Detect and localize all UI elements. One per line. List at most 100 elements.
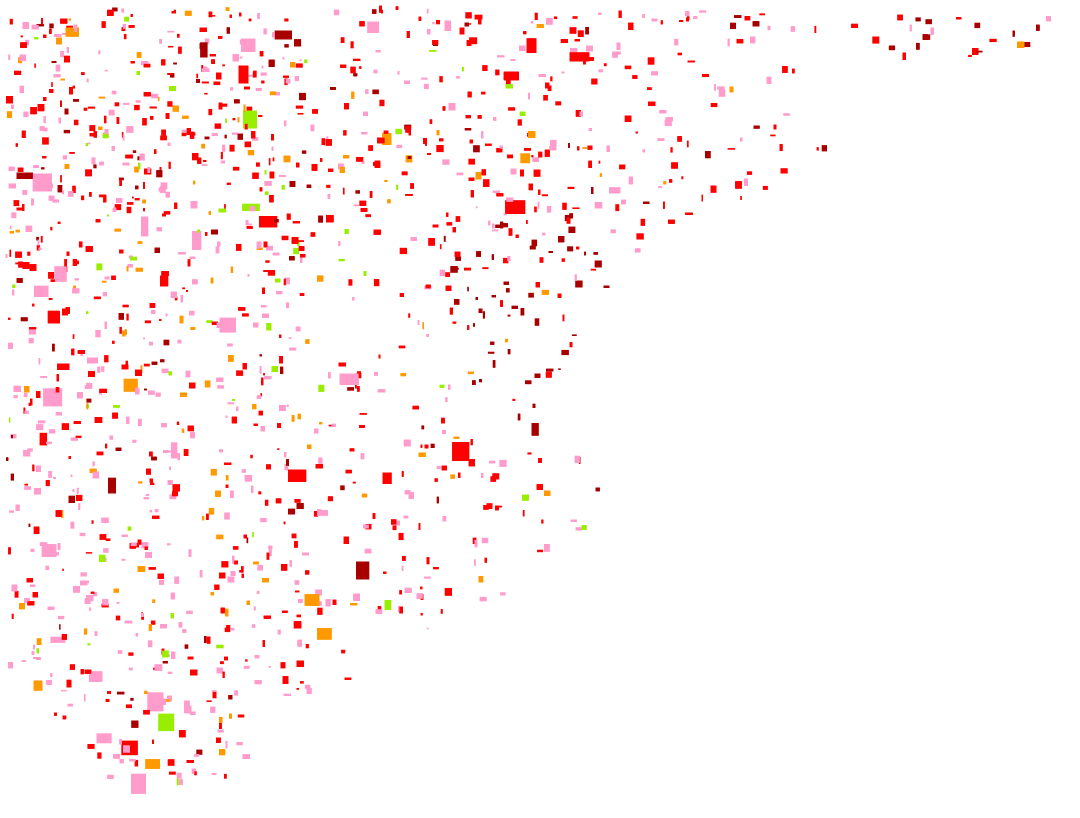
parcel-red xyxy=(328,424,334,427)
parcel-dark-red xyxy=(16,278,23,283)
parcel-red xyxy=(277,448,280,450)
parcel-red xyxy=(256,162,260,167)
parcel-red xyxy=(531,155,534,158)
parcel-pink xyxy=(714,84,716,91)
parcel-red xyxy=(238,65,249,84)
parcel-pink xyxy=(499,145,503,149)
parcel-red xyxy=(536,484,543,490)
parcel-dark-red xyxy=(974,22,981,29)
parcel-pink xyxy=(80,580,88,586)
parcel-red xyxy=(212,690,217,699)
parcel-pink xyxy=(352,297,355,301)
parcel-red xyxy=(507,154,513,159)
parcel-red xyxy=(65,307,70,314)
parcel-pink xyxy=(156,227,162,232)
parcel-pink xyxy=(284,452,287,458)
parcel-red xyxy=(281,235,289,241)
parcel-red xyxy=(432,224,439,228)
parcel-dark-red xyxy=(237,133,243,140)
parcel-red xyxy=(577,30,584,37)
parcel-pink xyxy=(750,36,756,44)
parcel-red xyxy=(199,27,207,32)
parcel-red xyxy=(508,107,516,111)
parcel-pink xyxy=(766,76,772,84)
parcel-pink xyxy=(282,57,285,60)
parcel-red xyxy=(105,699,110,702)
parcel-pink xyxy=(417,320,420,325)
parcel-pink xyxy=(503,213,507,216)
parcel-red xyxy=(483,505,489,510)
parcel-dark-red xyxy=(529,245,536,250)
parcel-pink xyxy=(302,552,309,556)
parcel-dark-red xyxy=(170,73,175,78)
parcel-red xyxy=(851,23,858,28)
parcel-pink xyxy=(219,317,236,333)
parcel-red xyxy=(246,226,253,229)
parcel-red xyxy=(553,16,558,20)
parcel-pink xyxy=(11,584,18,592)
parcel-pink xyxy=(318,457,323,464)
parcel-orange xyxy=(61,510,64,518)
parcel-pink xyxy=(448,384,451,390)
parcel-pink xyxy=(34,488,41,495)
parcel-red xyxy=(681,176,684,180)
parcel-pink xyxy=(272,252,280,256)
parcel-red xyxy=(636,233,644,240)
parcel-pink xyxy=(230,571,236,576)
parcel-dark-red xyxy=(430,443,435,448)
parcel-red xyxy=(73,119,79,126)
parcel-pink xyxy=(255,88,262,91)
parcel-pink xyxy=(151,93,159,99)
parcel-pink xyxy=(32,173,52,192)
parcel-red xyxy=(130,61,135,64)
parcel-red xyxy=(291,533,297,539)
parcel-pink xyxy=(145,494,150,496)
parcel-pink xyxy=(143,497,149,500)
parcel-lime xyxy=(318,384,325,392)
parcel-red xyxy=(266,552,270,560)
parcel-red xyxy=(258,491,262,495)
parcel-pink xyxy=(227,576,235,583)
parcel-dark-red xyxy=(534,318,540,326)
parcel-red xyxy=(62,568,64,571)
parcel-red xyxy=(740,196,742,200)
parcel-dark-red xyxy=(16,172,33,179)
parcel-pink xyxy=(427,29,431,35)
parcel-dark-red xyxy=(561,349,569,356)
parcel-dark-red xyxy=(41,167,45,170)
parcel-red xyxy=(23,407,26,414)
parcel-red xyxy=(295,105,304,109)
parcel-red xyxy=(105,443,108,449)
parcel-pink xyxy=(264,181,272,186)
parcel-pink xyxy=(62,155,68,160)
parcel-red xyxy=(735,181,742,189)
parcel-orange xyxy=(290,62,296,68)
parcel-red xyxy=(259,216,278,228)
parcel-pink xyxy=(182,629,187,633)
parcel-red xyxy=(220,151,223,160)
parcel-red xyxy=(15,251,22,258)
parcel-orange xyxy=(343,155,350,159)
parcel-pink xyxy=(286,404,289,407)
parcel-pink xyxy=(62,33,69,35)
parcel-red xyxy=(219,572,226,579)
parcel-pink xyxy=(260,72,267,76)
parcel-red xyxy=(972,48,979,55)
parcel-pink xyxy=(546,18,553,25)
parcel-pink xyxy=(148,390,155,395)
parcel-red xyxy=(902,52,906,60)
parcel-red xyxy=(57,221,61,224)
parcel-red xyxy=(295,590,300,593)
parcel-dark-red xyxy=(464,22,469,27)
parcel-pink xyxy=(279,175,286,177)
parcel-pink xyxy=(91,157,96,165)
parcel-orange xyxy=(536,24,544,28)
parcel-dark-red xyxy=(299,92,306,101)
parcel-red xyxy=(598,160,601,164)
parcel-orange xyxy=(89,468,97,473)
parcel-red xyxy=(116,117,120,124)
parcel-pink xyxy=(317,509,322,516)
parcel-pink xyxy=(122,134,125,141)
parcel-red xyxy=(956,17,962,20)
